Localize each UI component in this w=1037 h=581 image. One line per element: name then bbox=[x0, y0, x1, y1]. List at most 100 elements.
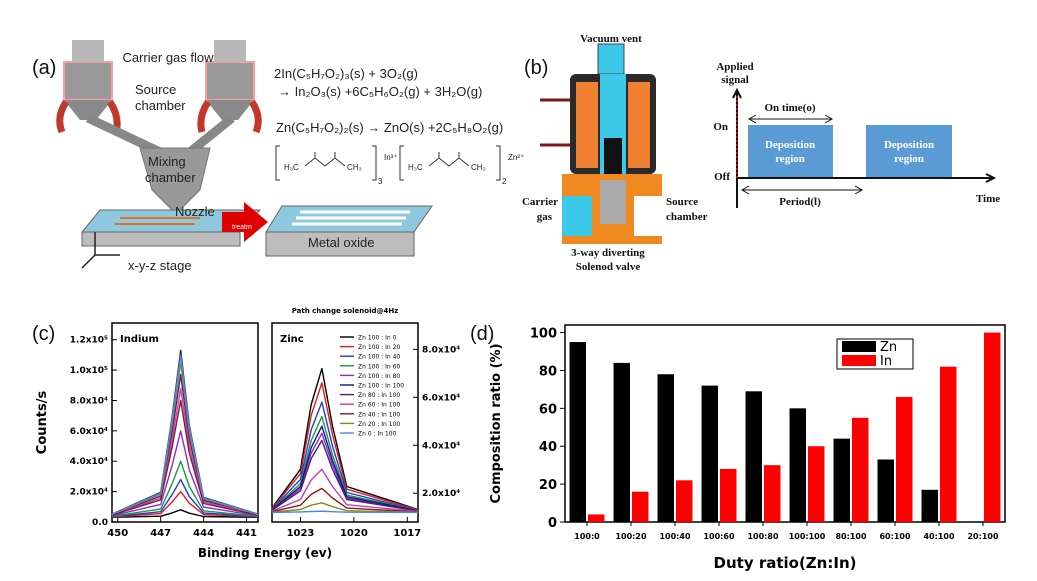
legend-label: Zn 0 : In 100 bbox=[358, 431, 397, 438]
y-tick-label: 1.2x10⁵ bbox=[70, 336, 108, 346]
bar bbox=[588, 514, 605, 522]
label: treatm bbox=[232, 224, 252, 231]
molecule-label: CH₃ bbox=[347, 163, 362, 172]
x-tick-label: 20:100 bbox=[967, 532, 998, 541]
x-tick-label: 100:100 bbox=[789, 532, 826, 541]
x-tick-label: 100:0 bbox=[574, 532, 600, 541]
legend-label: Zn 20 : In 100 bbox=[358, 421, 400, 428]
x-tick-label: 1017 bbox=[393, 528, 421, 539]
y-tick-label: 60 bbox=[539, 402, 557, 417]
spectrum-line bbox=[111, 509, 259, 518]
x-tick-label: 100:40 bbox=[659, 532, 690, 541]
label: Deposition bbox=[765, 139, 815, 151]
ion: Zn²⁺ bbox=[508, 153, 524, 162]
y2-tick-label: 2.0x10⁴ bbox=[422, 489, 460, 499]
y2-tick-label: 8.0x10⁴ bbox=[422, 345, 460, 355]
x-tick-label: 40:100 bbox=[923, 532, 954, 541]
molecule-label: H₃C bbox=[284, 163, 299, 172]
panel-letter: (a) bbox=[32, 57, 56, 79]
spectrum-line bbox=[271, 382, 419, 511]
label: Solenod valve bbox=[576, 261, 641, 273]
y-tick-label: 80 bbox=[539, 364, 557, 379]
label: Source bbox=[666, 196, 698, 208]
molecule-label: H₃C bbox=[408, 163, 423, 172]
y-axis-label: Counts/s bbox=[35, 391, 50, 455]
legend-label: Zn 100 : In 0 bbox=[358, 335, 397, 342]
treatment-arrow bbox=[222, 202, 268, 242]
equation: 2In(C₅H₇O₂)₃(s) + 3O₂(g) bbox=[274, 66, 418, 81]
label: Nozzle bbox=[175, 204, 215, 219]
bar bbox=[789, 408, 806, 522]
spectrum-line bbox=[271, 510, 419, 514]
carrier-port bbox=[562, 196, 592, 236]
charts: 450 447 444 441 0.0 2.0x10⁴ 4.0x10⁴ 6.0x10⁴ 8.0x… bbox=[35, 307, 1006, 572]
bar bbox=[877, 459, 894, 522]
label: 3-way diverting bbox=[571, 247, 645, 259]
spectrum-line bbox=[111, 430, 259, 517]
spectrum-line bbox=[271, 425, 419, 512]
plot-frame bbox=[271, 322, 419, 523]
y-tick-label: 40 bbox=[539, 440, 557, 455]
source-port bbox=[634, 196, 662, 236]
bar bbox=[569, 342, 586, 522]
spectrum-line bbox=[111, 478, 259, 518]
x-tick-label: 441 bbox=[236, 528, 257, 539]
spectrum-line bbox=[111, 354, 259, 515]
plunger bbox=[604, 138, 622, 180]
arrows bbox=[740, 114, 864, 195]
y-tick-label: 6.0x10⁴ bbox=[70, 427, 108, 437]
axes-icon bbox=[81, 232, 120, 269]
y-tick-label: 0 bbox=[548, 516, 557, 531]
x-tick-label: 450 bbox=[107, 528, 128, 539]
y-tick-label: 2.0x10⁴ bbox=[70, 488, 108, 498]
source-chamber-right bbox=[197, 40, 262, 134]
molecule bbox=[304, 152, 470, 167]
label: signal bbox=[721, 74, 749, 86]
bar bbox=[676, 480, 693, 522]
legend-swatch bbox=[842, 341, 876, 352]
label: gas bbox=[537, 211, 553, 223]
pipe bbox=[86, 113, 235, 157]
spectrum-line bbox=[271, 439, 419, 512]
bar bbox=[764, 465, 781, 522]
stage bbox=[265, 231, 415, 257]
plot-frame bbox=[111, 322, 259, 523]
x-tick-label: 60:100 bbox=[879, 532, 910, 541]
legend-label: Zn bbox=[880, 340, 897, 355]
y-tick-label: 100 bbox=[530, 327, 557, 342]
label: region bbox=[775, 153, 805, 165]
spectrum-line bbox=[111, 490, 259, 518]
equation: Zn(C₅H₇O₂)₂(s) → ZnO(s) +2C₅H₈O₂(g) bbox=[276, 120, 503, 135]
legend-label: Zn 80 : In 100 bbox=[358, 392, 400, 399]
label: Deposition bbox=[884, 139, 934, 151]
bar bbox=[808, 446, 825, 522]
x-tick-label: 80:100 bbox=[835, 532, 866, 541]
x-tick-label: 444 bbox=[193, 528, 214, 539]
legend-label: Zn 100 : In 40 bbox=[358, 354, 400, 361]
y2-tick-label: 4.0x10⁴ bbox=[422, 441, 460, 451]
y-tick-label: 1.0x10⁵ bbox=[70, 366, 108, 376]
bar bbox=[632, 491, 649, 522]
label: Carrier gas flow bbox=[122, 50, 214, 65]
y-axis-label: Composition ratio (%) bbox=[489, 343, 504, 503]
coil bbox=[576, 82, 598, 168]
chart-title: Path change solenoid@4Hz bbox=[292, 307, 399, 315]
bar bbox=[657, 374, 674, 522]
spectrum-line bbox=[271, 487, 419, 513]
bar bbox=[852, 417, 869, 522]
bar bbox=[940, 366, 957, 522]
oxide-lines bbox=[292, 210, 410, 226]
y-tick-label: 4.0x10⁴ bbox=[70, 457, 108, 467]
panel-letter: (c) bbox=[32, 323, 55, 345]
spectrum-line bbox=[271, 401, 419, 511]
stage bbox=[81, 231, 241, 247]
label: On bbox=[713, 121, 728, 133]
panel-label: Zinc bbox=[280, 334, 304, 345]
wires bbox=[540, 98, 570, 147]
bar bbox=[921, 489, 938, 522]
seat bbox=[600, 180, 626, 224]
label: Period(l) bbox=[779, 196, 821, 208]
pulse bbox=[866, 125, 952, 177]
spectrum-line bbox=[271, 502, 419, 513]
pulse bbox=[748, 125, 833, 177]
